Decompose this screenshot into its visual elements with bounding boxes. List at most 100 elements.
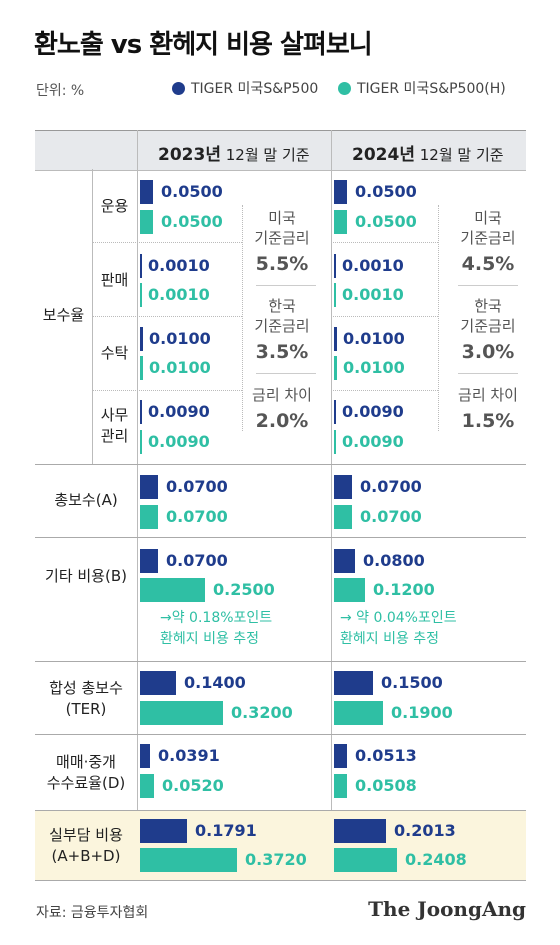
bar-value-label: 0.0513 [355, 746, 417, 765]
rate-separator [458, 285, 518, 286]
bar-value-label: 0.0800 [363, 551, 425, 570]
col-divider-right [331, 130, 332, 880]
row-line [35, 464, 526, 465]
bar-value-label: 0.0520 [162, 776, 224, 795]
bar-value-label: 0.2408 [405, 850, 467, 869]
bar-value-label: 0.0700 [166, 477, 228, 496]
bar-teal [334, 774, 347, 798]
diff-value: 1.5% [461, 410, 515, 432]
kr-rate-value: 3.5% [255, 341, 309, 363]
bar-navy [140, 475, 158, 499]
row-line [35, 661, 526, 662]
bar-value-label: 0.0090 [148, 402, 210, 421]
bar-teal [334, 578, 365, 602]
row-line [35, 810, 526, 811]
bar-teal [140, 848, 237, 872]
header-2023-suffix: 12월 말 기준 [220, 146, 310, 164]
row-line [35, 734, 526, 735]
kr-rate-label: 한국 기준금리 [254, 297, 310, 335]
sub-row-line [331, 390, 438, 391]
legend-series-a: TIGER 미국S&P500 [172, 78, 318, 98]
bar-value-label: 0.1200 [373, 580, 435, 599]
sub-row-line [331, 242, 438, 243]
chart-title: 환노출 vs 환헤지 비용 살펴보니 [34, 30, 373, 60]
bar-navy [140, 327, 143, 351]
header-2023: 2023년 12월 말 기준 [158, 140, 310, 165]
label-ter: 합성 총보수 (TER) [49, 679, 123, 718]
header-2024-suffix: 12월 말 기준 [414, 146, 504, 164]
bar-teal [140, 210, 153, 234]
bar-value-label: 0.0090 [342, 432, 404, 451]
bar-navy [334, 180, 347, 204]
bar-value-label: 0.0090 [342, 402, 404, 421]
row-line [35, 880, 526, 881]
hedge-note-2023: →약 0.18%포인트 환헤지 비용 추정 [160, 610, 273, 647]
bar-value-label: 0.0700 [360, 507, 422, 526]
legend-dot-teal-icon [338, 81, 351, 95]
bar-teal [140, 356, 143, 380]
legend-dot-navy-icon [172, 81, 185, 95]
bar-value-label: 0.0010 [148, 256, 210, 275]
bar-navy [140, 671, 176, 695]
legend-label-b: TIGER 미국S&P500(H) [357, 81, 506, 97]
bar-value-label: 0.1791 [195, 821, 257, 840]
bar-value-label: 0.0700 [166, 551, 228, 570]
label-actual: 실부담 비용 (A+B+D) [49, 826, 123, 865]
brand-logo: The JoongAng [368, 897, 526, 921]
legend-series-b: TIGER 미국S&P500(H) [338, 78, 506, 98]
header-2024-year: 2024년 [352, 145, 415, 165]
us-rate-label: 미국 기준금리 [460, 209, 516, 247]
label-total: 총보수(A) [54, 491, 118, 509]
bar-value-label: 0.0100 [343, 329, 405, 348]
diff-label: 금리 차이 [252, 386, 312, 404]
bar-teal [334, 283, 336, 307]
bar-navy [334, 744, 347, 768]
bar-value-label: 0.0391 [158, 746, 220, 765]
bar-value-label: 0.2500 [213, 580, 275, 599]
bar-value-label: 0.2013 [394, 821, 456, 840]
bar-value-label: 0.0500 [161, 182, 223, 201]
bar-value-label: 0.0508 [355, 776, 417, 795]
unit-label: 단위: % [36, 83, 85, 99]
label-other: 기타 비용(B) [45, 567, 127, 585]
sub-row-line [92, 390, 242, 391]
bar-navy [334, 819, 386, 843]
hedge-note-2024: → 약 0.04%포인트 환헤지 비용 추정 [340, 610, 457, 647]
label-trading: 매매·중개 수수료율(D) [46, 753, 126, 792]
bar-navy [140, 549, 158, 573]
rate-divider [438, 205, 439, 431]
bar-value-label: 0.3200 [231, 703, 293, 722]
rate-separator [256, 373, 316, 374]
bar-teal [334, 848, 397, 872]
bar-teal [334, 701, 383, 725]
label-admin: 사무 관리 [100, 406, 129, 445]
bar-teal [140, 578, 205, 602]
bar-value-label: 0.0010 [342, 285, 404, 304]
row-line [35, 537, 526, 538]
us-rate-label: 미국 기준금리 [254, 209, 310, 247]
bar-teal [334, 356, 337, 380]
label-custody: 수탁 [100, 344, 129, 362]
bar-value-label: 0.0090 [148, 432, 210, 451]
bar-navy [334, 671, 373, 695]
bar-value-label: 0.0700 [360, 477, 422, 496]
bar-teal [140, 283, 142, 307]
bar-value-label: 0.0500 [355, 212, 417, 231]
label-fee-rate: 보수율 [42, 306, 85, 324]
bar-teal [334, 430, 336, 454]
header-2023-year: 2023년 [158, 145, 221, 165]
col-divider-left [137, 130, 138, 880]
bar-value-label: 0.0700 [166, 507, 228, 526]
bar-value-label: 0.3720 [245, 850, 307, 869]
header-bar [35, 130, 526, 171]
bar-teal [140, 774, 154, 798]
source-label: 자료: 금융투자협회 [36, 905, 149, 921]
bar-teal [140, 505, 158, 529]
bar-navy [334, 327, 337, 351]
rate-divider [242, 205, 243, 431]
bar-navy [140, 254, 142, 278]
bar-navy [334, 400, 336, 424]
header-2024: 2024년 12월 말 기준 [352, 140, 504, 165]
kr-rate-label: 한국 기준금리 [460, 297, 516, 335]
bar-navy [334, 254, 336, 278]
